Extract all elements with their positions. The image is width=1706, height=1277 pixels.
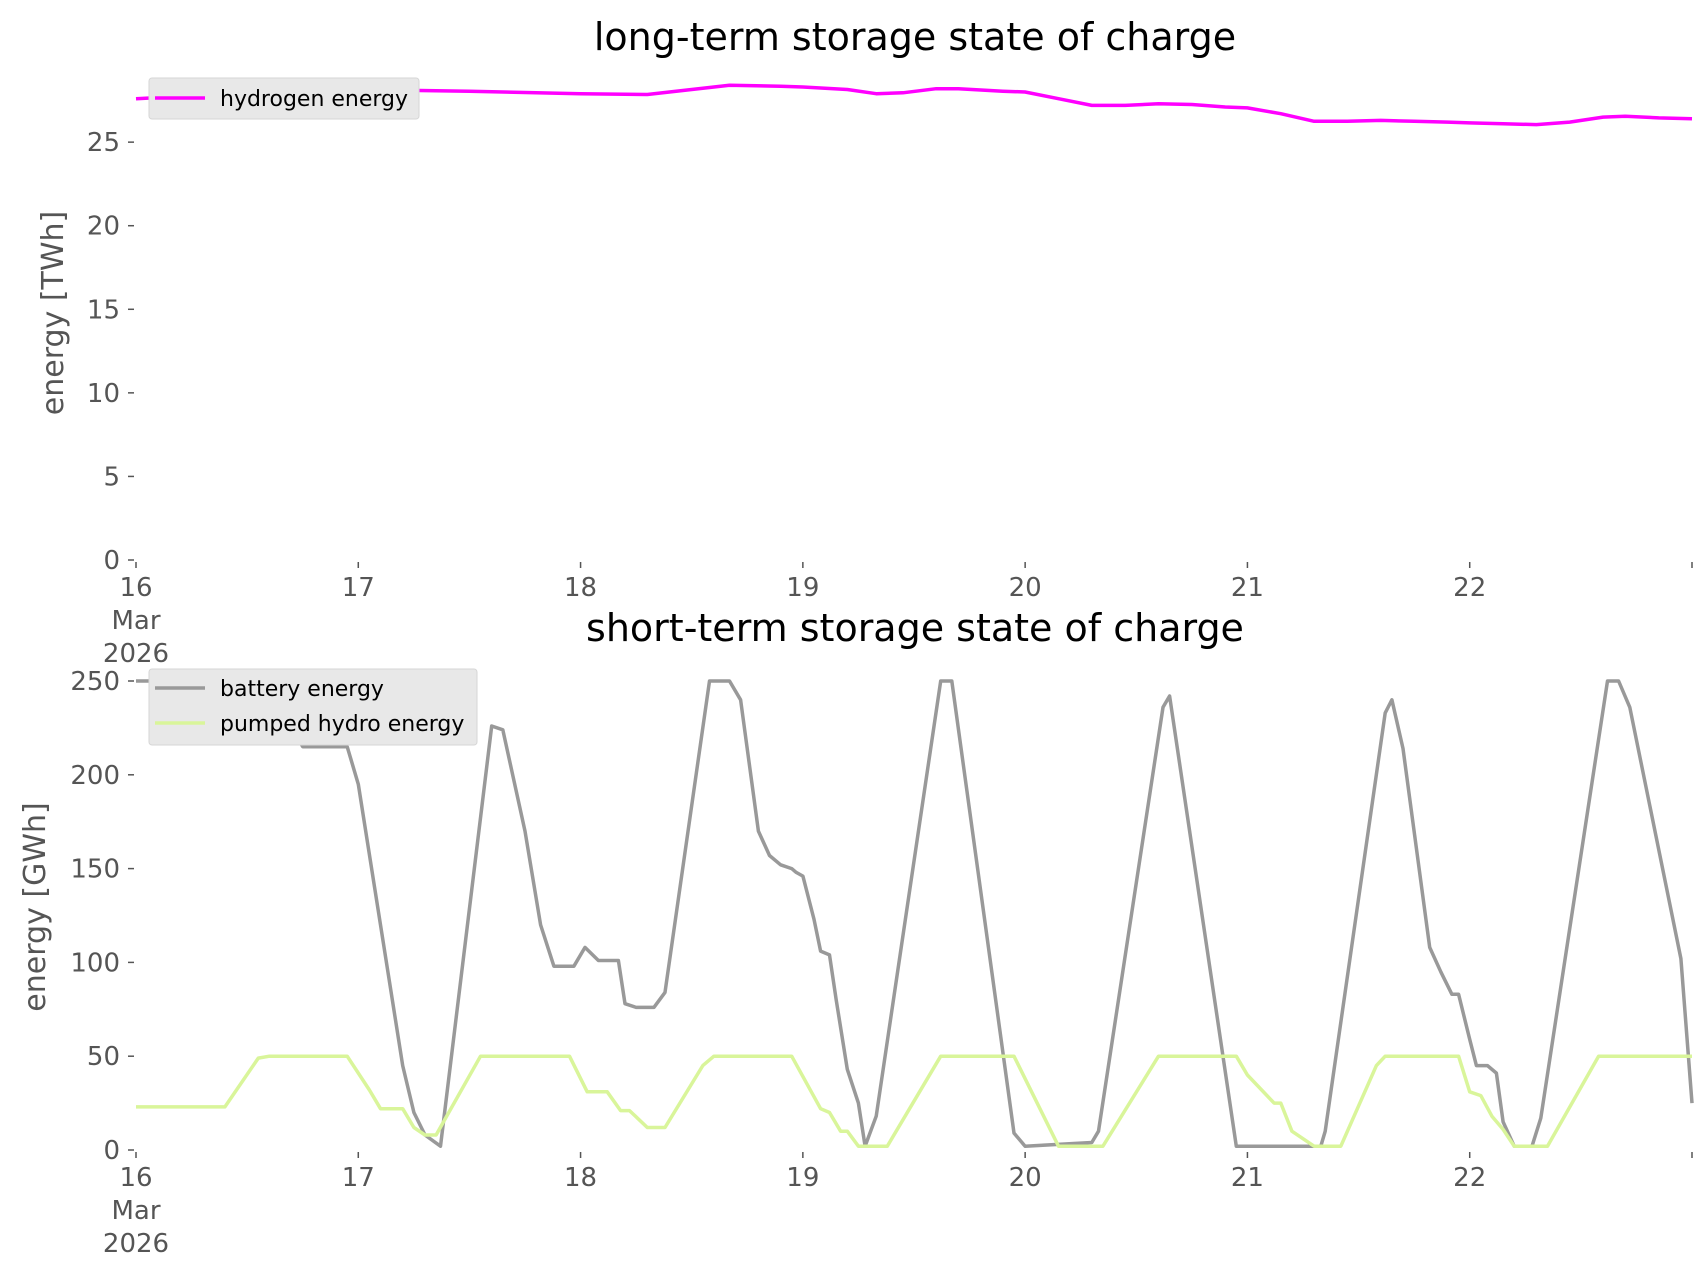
legend-label-hydrogen-energy: hydrogen energy <box>220 87 408 112</box>
legend-label-pumped-hydro-energy: pumped hydro energy <box>220 712 464 737</box>
y-axis-ticks: 0 50 100 150 200 250 <box>70 667 134 1166</box>
x-tick-label: 17 <box>342 573 375 603</box>
x-tick-label: 22 <box>1453 573 1486 603</box>
x-tick-label: 16 Mar 2026 <box>103 573 169 669</box>
y-tick-label: 0 <box>103 1136 120 1166</box>
y-tick-label: 20 <box>87 212 120 242</box>
x-tick-label: 21 <box>1231 1163 1264 1193</box>
x-tick-label: 20 <box>1009 573 1042 603</box>
series-lines <box>135 83 1693 127</box>
series-lines <box>136 679 1694 1148</box>
x-tick-label: 18 <box>564 573 597 603</box>
y-axis-label: energy [GWh] <box>18 802 53 1011</box>
chart-title: short-term storage state of charge <box>586 606 1244 650</box>
y-tick-label: 15 <box>87 295 120 325</box>
y-axis-label: energy [TWh] <box>36 211 71 415</box>
x-tick-label: 17 <box>342 1163 375 1193</box>
x-axis-ticks: 16 Mar 2026 17 18 19 20 21 22 <box>103 1152 1693 1259</box>
y-tick-label: 10 <box>87 379 120 409</box>
short-term-storage-chart: short-term storage state of charge energ… <box>18 606 1694 1259</box>
series-line-battery-energy <box>136 679 1694 1148</box>
x-tick-label: 21 <box>1231 573 1264 603</box>
y-tick-label: 25 <box>87 128 120 158</box>
legend-label-battery-energy: battery energy <box>220 677 384 702</box>
series-line-hydrogen-energy <box>135 83 1693 127</box>
x-axis-ticks: 16 Mar 2026 17 18 19 20 21 22 <box>103 562 1693 669</box>
y-tick-label: 5 <box>103 462 120 492</box>
series-line-pumped-hydro-energy <box>136 1054 1692 1148</box>
y-tick-label: 0 <box>103 546 120 576</box>
y-tick-label: 150 <box>70 855 120 885</box>
chart-title: long-term storage state of charge <box>594 15 1236 59</box>
y-axis-ticks: 0 5 10 15 20 25 <box>87 128 134 576</box>
legend: hydrogen energy <box>148 77 420 120</box>
x-tick-label: 20 <box>1009 1163 1042 1193</box>
legend-box <box>148 77 420 120</box>
x-tick-label: 18 <box>564 1163 597 1193</box>
x-tick-label: 16 Mar 2026 <box>103 1163 169 1259</box>
x-tick-label: 19 <box>786 573 819 603</box>
y-tick-label: 200 <box>70 761 120 791</box>
x-tick-label: 22 <box>1453 1163 1486 1193</box>
y-tick-label: 100 <box>70 948 120 978</box>
y-tick-label: 50 <box>87 1042 120 1072</box>
x-tick-label: 19 <box>786 1163 819 1193</box>
y-tick-label: 250 <box>70 667 120 697</box>
legend: battery energy pumped hydro energy <box>148 668 478 746</box>
long-term-storage-chart: long-term storage state of charge energy… <box>36 15 1693 669</box>
legend-box <box>148 668 478 746</box>
